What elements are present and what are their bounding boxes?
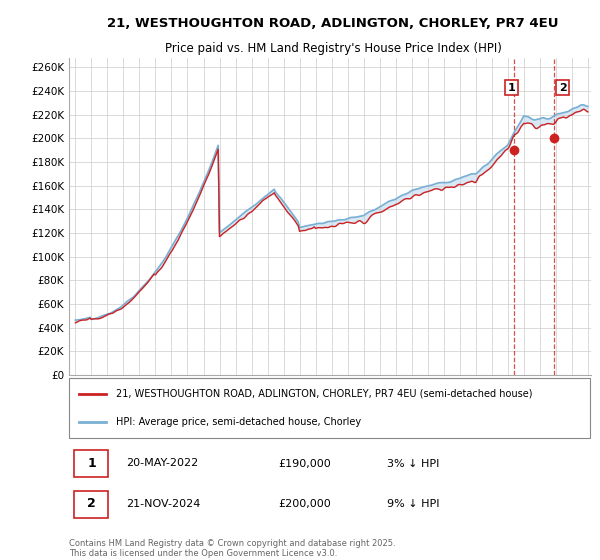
- Text: 21, WESTHOUGHTON ROAD, ADLINGTON, CHORLEY, PR7 4EU (semi-detached house): 21, WESTHOUGHTON ROAD, ADLINGTON, CHORLE…: [116, 389, 532, 399]
- Text: Price paid vs. HM Land Registry's House Price Index (HPI): Price paid vs. HM Land Registry's House …: [164, 42, 502, 55]
- Text: 2: 2: [559, 82, 566, 92]
- Text: 21-NOV-2024: 21-NOV-2024: [127, 499, 201, 509]
- Text: 9% ↓ HPI: 9% ↓ HPI: [388, 499, 440, 509]
- Text: £200,000: £200,000: [278, 499, 331, 509]
- FancyBboxPatch shape: [74, 491, 108, 517]
- Text: 1: 1: [87, 457, 96, 470]
- Text: Contains HM Land Registry data © Crown copyright and database right 2025.
This d: Contains HM Land Registry data © Crown c…: [69, 539, 395, 558]
- FancyBboxPatch shape: [74, 450, 108, 477]
- Text: 2: 2: [87, 497, 96, 511]
- Text: 1: 1: [508, 82, 515, 92]
- Text: 3% ↓ HPI: 3% ↓ HPI: [388, 459, 440, 469]
- Text: 21, WESTHOUGHTON ROAD, ADLINGTON, CHORLEY, PR7 4EU: 21, WESTHOUGHTON ROAD, ADLINGTON, CHORLE…: [107, 17, 559, 30]
- Text: £190,000: £190,000: [278, 459, 331, 469]
- FancyBboxPatch shape: [69, 378, 590, 438]
- Text: 20-MAY-2022: 20-MAY-2022: [127, 459, 199, 469]
- Text: HPI: Average price, semi-detached house, Chorley: HPI: Average price, semi-detached house,…: [116, 417, 361, 427]
